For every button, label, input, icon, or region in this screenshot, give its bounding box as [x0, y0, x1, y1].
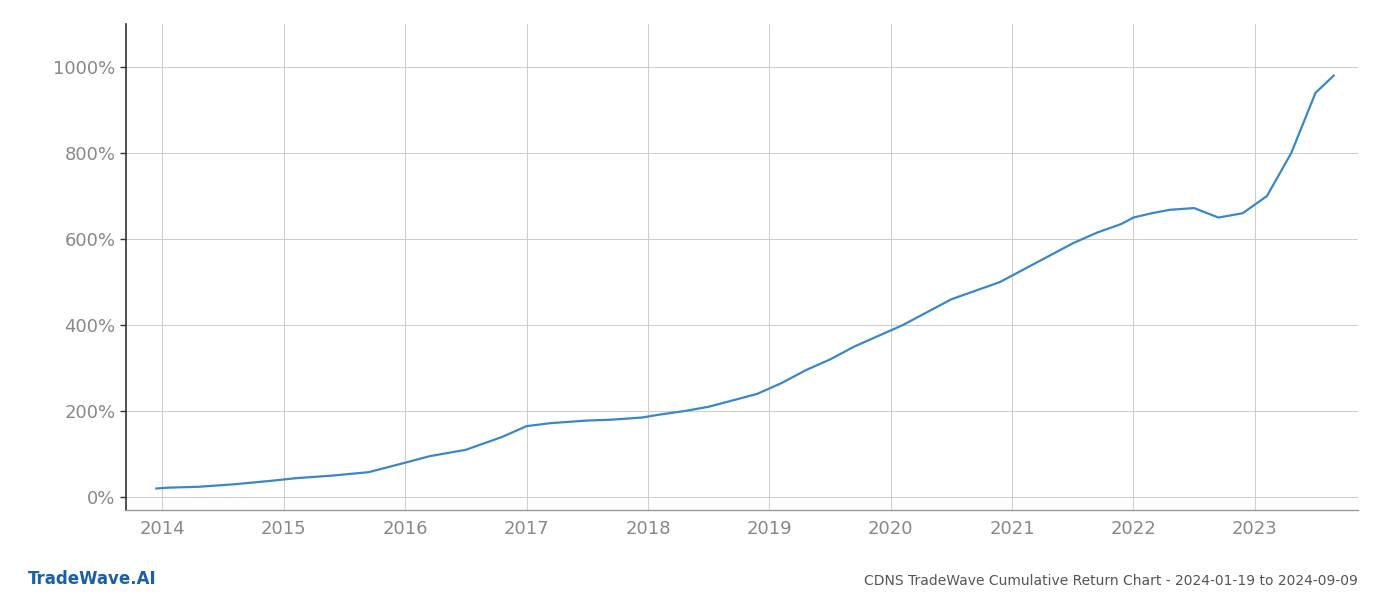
Text: TradeWave.AI: TradeWave.AI	[28, 570, 157, 588]
Text: CDNS TradeWave Cumulative Return Chart - 2024-01-19 to 2024-09-09: CDNS TradeWave Cumulative Return Chart -…	[864, 574, 1358, 588]
